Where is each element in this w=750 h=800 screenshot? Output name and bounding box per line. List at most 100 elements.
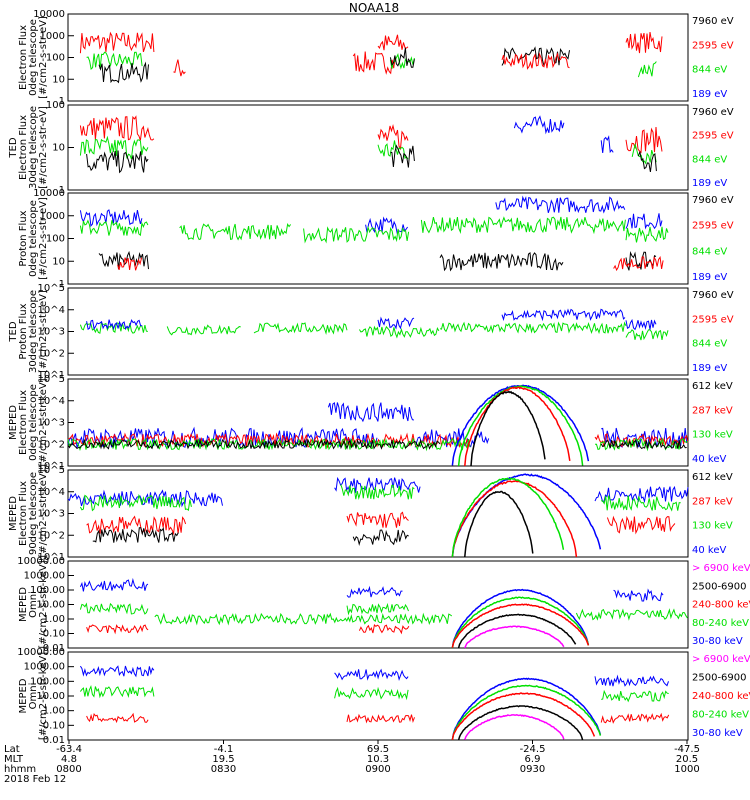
footer-tick-lat: -63.4 xyxy=(56,744,82,755)
y-tick-label: 10^5 xyxy=(38,374,65,385)
legend-entry: > 6900 keV xyxy=(692,654,750,665)
arc-series xyxy=(451,677,602,740)
data-series xyxy=(79,484,681,512)
data-series xyxy=(79,195,663,234)
legend-entry: 189 eV xyxy=(692,89,727,100)
y-tick-label: 1 xyxy=(59,96,65,107)
y-tick-label: 1.00 xyxy=(43,706,65,717)
y-tick-label: 10000 xyxy=(33,9,65,20)
y-tick-label: 0.01 xyxy=(43,643,65,654)
arc-series xyxy=(451,684,602,741)
y-tick-label: 10 xyxy=(52,256,65,267)
footer-tick-mlt: 19.5 xyxy=(212,754,234,765)
arc-series xyxy=(464,625,565,649)
legend-entry: 30-80 keV xyxy=(692,636,743,647)
legend-entry: 612 keV xyxy=(692,381,733,392)
panel-frame xyxy=(67,378,689,467)
panel-frame xyxy=(67,104,689,191)
footer-tick-mlt: 4.8 xyxy=(61,754,77,765)
y-axis-label: [#/cm2-s-str-eV] xyxy=(38,16,49,99)
y-tick-label: 0.10 xyxy=(43,629,65,640)
y-tick-label: 0.10 xyxy=(43,720,65,731)
y-axis-label: [#/cm2-s-str-eV] xyxy=(38,106,49,189)
y-axis-label: MEPED xyxy=(18,678,29,713)
y-tick-label: 10^3 xyxy=(38,418,65,429)
y-tick-label: 10000.00 xyxy=(17,647,65,658)
footer-tick-mlt: 10.3 xyxy=(367,754,389,765)
data-series xyxy=(79,135,657,165)
data-series xyxy=(79,577,664,602)
legend-entry: 2595 eV xyxy=(692,314,734,325)
y-tick-label: 1 xyxy=(59,279,65,290)
data-series xyxy=(98,250,657,272)
y-axis-label: 0deg telescope xyxy=(28,384,39,461)
panel-1: 1 10 100 1000 10000 Electron Flux 0deg telesco… xyxy=(18,9,734,107)
legend-entry: 189 eV xyxy=(692,178,727,189)
legend-entry: 612 keV xyxy=(692,472,733,483)
y-axis-label: Proton Flux xyxy=(18,210,29,266)
data-series xyxy=(79,31,663,77)
y-axis-label: [#/cm2-s-str-keV] xyxy=(38,560,49,648)
arc-series xyxy=(457,385,584,466)
data-series xyxy=(79,321,669,341)
footer-tick-mlt: 6.9 xyxy=(525,754,541,765)
legend-entry: 844 eV xyxy=(692,65,727,76)
y-tick-label: 1.00 xyxy=(43,614,65,625)
y-axis-label: Proton Flux xyxy=(18,303,29,359)
footer-tick-lat: -4.1 xyxy=(214,744,234,755)
y-axis-label: [#/cm2-s-str-eV] xyxy=(38,290,49,373)
data-series xyxy=(86,51,657,78)
legend-entry: 7960 eV xyxy=(692,290,734,301)
y-tick-label: 10^5 xyxy=(38,283,65,294)
data-series xyxy=(86,511,676,536)
y-axis-label: [#/cm2-s-str-keV] xyxy=(38,652,49,740)
arc-series xyxy=(457,705,584,741)
y-tick-label: 1000.00 xyxy=(24,662,65,673)
footer-tick-hhmm: 0900 xyxy=(365,764,390,775)
arc-series xyxy=(451,477,565,558)
data-series xyxy=(67,438,687,450)
legend-entry: 40 keV xyxy=(692,454,726,465)
panel-frame xyxy=(67,651,689,741)
panel-8: 0.01 0.10 1.00 10.00 100.00 1000.00 10000.00 ME… xyxy=(17,647,750,746)
footer-row-label: 2018 Feb 12 xyxy=(4,774,66,785)
legend-entry: 844 eV xyxy=(692,154,727,165)
y-tick-label: 10.00 xyxy=(36,600,65,611)
panel-frame xyxy=(67,13,689,102)
data-series xyxy=(79,216,669,244)
y-tick-label: 100.00 xyxy=(30,585,65,596)
y-tick-label: 1000 xyxy=(40,211,65,222)
legend-entry: 40 keV xyxy=(692,545,726,556)
y-axis-label: Electron Flux xyxy=(18,115,29,180)
footer-tick-mlt: 20.5 xyxy=(676,754,698,765)
y-axis-label: MEPED xyxy=(8,405,19,440)
y-tick-label: 10 xyxy=(52,143,65,154)
legend-entry: 2500-6900 xyxy=(692,673,747,684)
legend-entry: 130 keV xyxy=(692,430,733,441)
legend-entry: 2595 eV xyxy=(692,131,734,142)
y-tick-label: 10.00 xyxy=(36,691,65,702)
chart-title: NOAA18 xyxy=(349,1,399,15)
y-tick-label: 10000.00 xyxy=(17,556,65,567)
panel-7: 0.01 0.10 1.00 10.00 100.00 1000.00 10000.00 ME… xyxy=(17,556,750,654)
arc-series xyxy=(451,479,578,558)
arc-series xyxy=(451,692,596,741)
y-axis-label: Electron Flux xyxy=(18,481,29,546)
y-tick-label: 10^1 xyxy=(38,552,65,563)
y-axis-label: Electron Flux xyxy=(18,25,29,90)
panel-4: 10^1 10^2 10^3 10^4 10^5 TED Proton Flux 30deg … xyxy=(8,283,734,381)
data-series xyxy=(501,52,570,70)
y-tick-label: 1000 xyxy=(40,31,65,42)
y-tick-label: 10^4 xyxy=(38,305,65,316)
panels-group: 1 10 100 1000 10000 Electron Flux 0deg telesco… xyxy=(8,9,750,746)
footer-row-label: MLT xyxy=(4,754,24,765)
legend-entry: 287 keV xyxy=(692,405,733,416)
legend-entry: 80-240 keV xyxy=(692,618,749,629)
y-tick-label: 10^5 xyxy=(38,465,65,476)
legend-entry: 80-240 keV xyxy=(692,710,749,721)
y-tick-label: 100 xyxy=(46,234,65,245)
arc-series xyxy=(464,386,571,467)
y-tick-label: 100 xyxy=(46,53,65,64)
y-axis-label: 0deg telescope xyxy=(28,200,39,277)
legend-entry: > 6900 keV xyxy=(692,563,750,574)
